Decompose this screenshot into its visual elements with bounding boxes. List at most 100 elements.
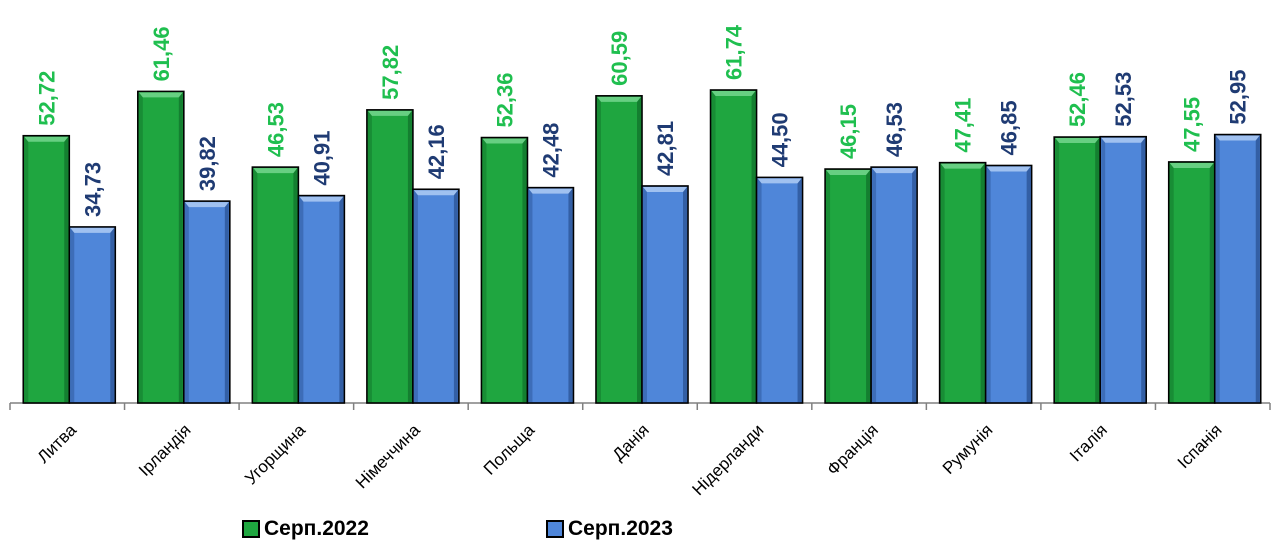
bar-серп-2022-італія — [1053, 136, 1101, 404]
bar-bevel-right — [339, 196, 344, 402]
data-label-серп-2022-польща: 52,36 — [492, 72, 517, 127]
bar-bevel-top — [367, 110, 412, 116]
bar-серп-2022-ірландія — [137, 90, 185, 404]
bar-серп-2022-литва — [22, 134, 71, 404]
bar-bevel-right — [224, 202, 229, 402]
bar-body — [297, 194, 346, 404]
bar-body — [984, 164, 1033, 404]
data-label-серп-2022-нідерланди: 61,74 — [722, 24, 747, 80]
bar-bevel-left — [940, 163, 945, 402]
bar-серп-2022-німеччина — [366, 109, 414, 404]
bar-body — [824, 168, 872, 404]
bar-bevel-right — [866, 170, 871, 402]
data-label-серп-2023-франція: 46,53 — [882, 102, 907, 157]
bar-body — [595, 95, 643, 404]
bar-body — [755, 176, 804, 404]
bar-серп-2023-литва — [68, 226, 117, 404]
bar-body — [68, 226, 117, 404]
legend-label-2022: Серп.2022 — [264, 517, 369, 540]
bar-bevel-top — [872, 168, 917, 174]
x-tick-label-італія: Італія — [1066, 420, 1111, 465]
bar-bevel-left — [1055, 138, 1060, 402]
legend-item-2023: Серп.2023 — [546, 516, 673, 542]
bar-bevel-top — [24, 136, 69, 142]
bar-серп-2022-румунія — [938, 161, 987, 404]
data-label-серп-2023-німеччина: 42,16 — [424, 124, 449, 179]
bar-bevel-left — [482, 138, 487, 402]
x-tick-label-румунія: Румунія — [939, 420, 997, 478]
data-label-серп-2023-данія: 42,81 — [653, 121, 678, 176]
data-label-серп-2022-литва: 52,72 — [34, 71, 59, 126]
bar-bevel-top — [940, 163, 985, 169]
bar-bevel-top — [299, 196, 344, 202]
x-tick-label-ірландія: Ірландія — [135, 420, 195, 480]
bar-bevel-left — [184, 202, 189, 402]
bar-body — [1053, 136, 1101, 404]
data-label-серп-2023-ірландія: 39,82 — [195, 136, 220, 191]
bar-body — [251, 166, 300, 404]
bar-bevel-top — [1169, 162, 1214, 168]
bar-bevel-top — [70, 227, 115, 233]
data-label-серп-2022-румунія: 47,41 — [951, 98, 976, 153]
data-label-серп-2023-італія: 52,53 — [1111, 72, 1136, 127]
bar-bevel-top — [757, 178, 802, 184]
data-label-серп-2023-іспанія: 52,95 — [1226, 69, 1251, 124]
bar-bevel-left — [597, 96, 601, 403]
bar-body — [22, 134, 71, 404]
bar-bevel-left — [757, 178, 762, 402]
bar-body — [183, 200, 231, 404]
bar-серп-2022-польща — [480, 136, 529, 404]
data-label-серп-2022-данія: 60,59 — [607, 31, 632, 86]
bar-bevel-right — [407, 110, 412, 402]
legend-swatch-2023 — [546, 520, 564, 538]
bar-серп-2023-німеччина — [412, 188, 460, 404]
bar-серп-2023-данія — [641, 185, 689, 404]
bar-bevel-left — [643, 186, 647, 402]
bar-серп-2023-польща — [526, 186, 575, 404]
bar-body — [938, 161, 987, 404]
legend-swatch-2022 — [242, 520, 260, 538]
bar-body — [366, 109, 414, 404]
bar-bevel-right — [568, 188, 573, 402]
bar-bevel-left — [1101, 137, 1106, 402]
bar-серп-2023-італія — [1099, 135, 1147, 404]
bar-bevel-left — [138, 92, 143, 403]
bar-серп-2022-франція — [824, 168, 872, 404]
legend-label-2023: Серп.2023 — [568, 517, 673, 540]
bar-body — [480, 136, 529, 404]
bar-body — [1099, 135, 1147, 404]
data-label-серп-2022-італія: 52,46 — [1065, 72, 1090, 127]
bar-bevel-right — [1026, 166, 1031, 402]
bar-bevel-right — [797, 178, 802, 402]
bar-bevel-top — [138, 92, 183, 98]
data-label-серп-2023-польща: 42,48 — [538, 123, 563, 178]
x-tick-label-литва: Литва — [34, 420, 81, 467]
bar-bevel-right — [178, 92, 183, 403]
bar-bevel-right — [293, 168, 298, 402]
bar-bevel-top — [711, 91, 756, 96]
bar-body — [1213, 133, 1262, 404]
bar-bevel-top — [1055, 138, 1100, 144]
bar-bevel-top — [986, 166, 1031, 172]
bar-bevel-right — [912, 168, 917, 402]
bar-bevel-top — [597, 96, 641, 102]
bar-bevel-left — [24, 136, 29, 402]
bar-bevel-right — [64, 136, 69, 402]
bar-bevel-top — [826, 170, 871, 176]
x-tick-label-угорщина: Угорщина — [241, 420, 309, 488]
bar-серп-2023-нідерланди — [755, 176, 804, 404]
bar-bevel-left — [253, 168, 258, 402]
bar-body — [709, 89, 758, 404]
bar-bevel-right — [453, 190, 458, 402]
data-label-серп-2023-угорщина: 40,91 — [309, 131, 334, 186]
bar-bevel-right — [751, 91, 756, 402]
bar-bevel-top — [643, 186, 687, 192]
bar-bevel-top — [184, 202, 229, 208]
bar-bevel-right — [980, 163, 985, 402]
bar-bevel-left — [986, 166, 991, 402]
bar-bevel-top — [253, 168, 298, 174]
bar-body — [412, 188, 460, 404]
bar-bevel-top — [1215, 135, 1260, 141]
bar-bevel-right — [683, 186, 687, 402]
